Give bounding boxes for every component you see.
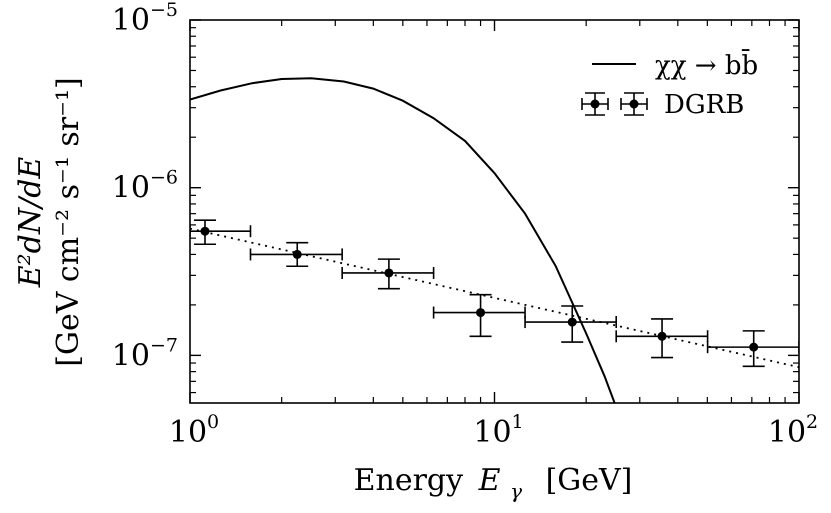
- data-point-marker: [657, 331, 667, 341]
- dgrb-data-point: [341, 258, 435, 290]
- legend: χχ → bb̄ DGRB: [581, 48, 758, 120]
- dgrb-data-point: [524, 305, 618, 343]
- data-point-marker: [567, 317, 577, 327]
- y-axis-title-line2: [GeV cm⁻² s⁻¹ sr⁻¹]: [51, 77, 86, 366]
- y-tick-label: 10−6: [112, 167, 178, 206]
- data-point-marker: [749, 342, 759, 352]
- x-axis-title-sub: γ: [510, 479, 522, 503]
- y-tick-label: 10−5: [112, 0, 178, 38]
- y-tick-labels: 10−7 10−6 10−5: [112, 0, 178, 373]
- dgrb-data-point: [432, 293, 526, 338]
- legend-label-dgrb: DGRB: [664, 90, 744, 120]
- x-axis-title-unit: [GeV]: [546, 463, 633, 498]
- dgrb-data-point: [706, 330, 799, 368]
- x-axis-title-var: E: [478, 463, 501, 498]
- x-axis-title-prefix: Energy: [354, 463, 464, 498]
- x-tick-labels: 100 101 102: [169, 411, 818, 450]
- y-axis-title: E²dN/dE [GeV cm⁻² s⁻¹ sr⁻¹]: [13, 77, 86, 366]
- legend-point-marker: [629, 99, 639, 109]
- dgrb-data-point: [190, 219, 252, 246]
- x-tick-label: 102: [768, 411, 818, 450]
- x-axis-title: Energy E γ [GeV]: [354, 463, 633, 506]
- plot-series-group: [190, 77, 799, 403]
- dgrb-data-point: [249, 241, 343, 268]
- plot-content: [190, 77, 799, 403]
- legend-point-marker: [590, 99, 600, 109]
- y-tick-label: 10−7: [112, 334, 178, 373]
- x-tick-label: 101: [473, 411, 523, 450]
- dgrb-data-point: [615, 318, 709, 359]
- y-axis-title-line1: E²dN/dE: [13, 157, 48, 289]
- plot-frame: [189, 19, 800, 404]
- data-point-marker: [384, 268, 394, 278]
- x-tick-label: 100: [169, 411, 219, 450]
- data-point-marker: [292, 249, 302, 259]
- minor-ticks: [190, 20, 799, 403]
- legend-errorbar-marker: [581, 92, 648, 116]
- data-point-marker: [476, 308, 486, 318]
- data-point-marker: [200, 226, 210, 236]
- model-curve-line: [190, 77, 616, 403]
- legend-label-model: χχ → bb̄: [655, 48, 758, 81]
